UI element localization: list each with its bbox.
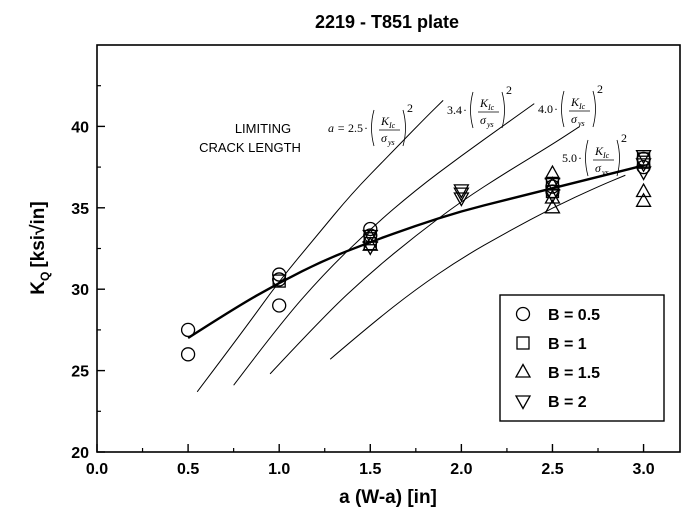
legend: B = 0.5 B = 1 B = 1.5 B = 2 [499, 294, 665, 422]
x-tick-label: 2.5 [541, 461, 563, 478]
equation-numerator: K [570, 95, 580, 109]
point-circle [180, 322, 196, 338]
equation-dot: · [554, 102, 558, 116]
equation-paren-right [592, 90, 596, 128]
point-triangle-down [453, 192, 470, 207]
y-tick-label: 25 [71, 364, 89, 381]
equation-dot: · [364, 121, 368, 135]
x-axis: 0.0 0.5 1.0 1.5 2.0 2.5 3.0 [86, 444, 655, 478]
legend-label: B = 1.5 [548, 365, 600, 382]
equation-paren-right [501, 91, 505, 129]
point-triangle-down [544, 189, 561, 204]
equation-3.4: 3.4 · K Icσ ys 2 [447, 83, 512, 129]
y-tick-label: 40 [71, 119, 89, 136]
x-axis-label: a (W-a) [in] [339, 487, 437, 508]
point-circle [363, 221, 378, 237]
y-tick-label: 35 [71, 201, 89, 218]
equation-dot: · [463, 103, 467, 117]
equation-numerator-sub: Ic [487, 103, 495, 112]
point-triangle-down [635, 166, 652, 181]
equation-denominator-sub: ys [577, 119, 585, 128]
y-axis-label-sub: Q [38, 272, 52, 281]
equation-paren-left [470, 91, 474, 129]
point-triangle-down [453, 184, 470, 199]
y-axis-label-unit: [ksi√in] [28, 201, 49, 267]
point-triangle-down [453, 187, 470, 202]
equation-denominator-sub: ys [387, 138, 395, 147]
x-tick-label: 0.0 [86, 461, 108, 478]
equation-exponent: 2 [506, 83, 512, 97]
limit-curve-5.0 [329, 174, 626, 360]
y-axis-label: KQ [ksi√in] [28, 201, 52, 294]
equation-coefficient: 3.4 [447, 103, 462, 117]
annotation-limiting: LIMITING [235, 121, 291, 136]
equation-exponent: 2 [407, 101, 413, 115]
equation-2.5: a = 2.5 · K Icσ ys 2 [328, 101, 413, 147]
equation-paren-left [561, 90, 565, 128]
legend-label: B = 1 [548, 336, 587, 353]
equation-paren-left [585, 139, 589, 177]
legend-symbol-triangle-down [514, 395, 532, 410]
legend-symbol-square [516, 336, 530, 350]
equation-numerator-sub: Ic [578, 102, 586, 111]
x-tick-label: 1.0 [268, 461, 290, 478]
equation-coefficient: 4.0 [538, 102, 553, 116]
equation-exponent: 2 [621, 131, 627, 145]
equation-dot: · [578, 151, 582, 165]
point-triangle-up [635, 192, 652, 207]
y-tick-label: 20 [71, 445, 89, 462]
svg-text:KQ[ksi√in]: KQ [ksi√in] [28, 201, 52, 294]
point-triangle-down [635, 158, 652, 173]
data-markers [180, 150, 652, 362]
chart-title: 2219 - T851 plate [315, 12, 459, 32]
legend-symbol-circle [515, 306, 531, 322]
point-triangle-up [362, 236, 379, 251]
equation-denominator-sub: ys [601, 168, 609, 177]
point-square [636, 155, 651, 169]
equation-numerator: K [380, 114, 390, 128]
equation-lhs: a = [328, 121, 345, 135]
point-triangle-down [362, 229, 379, 245]
x-tick-label: 3.0 [632, 461, 654, 478]
equation-denominator: σ [381, 131, 388, 145]
equation-denominator: σ [571, 112, 578, 126]
y-axis: 20 25 30 35 40 [71, 85, 105, 462]
point-triangle-down [635, 150, 652, 165]
equation-denominator-sub: ys [486, 120, 494, 129]
point-triangle-up [544, 198, 561, 214]
legend-label: B = 0.5 [548, 307, 600, 324]
limit-curve-3.4 [233, 103, 535, 386]
point-square [272, 274, 286, 288]
point-triangle-down [544, 177, 561, 193]
point-triangle-down [362, 241, 379, 256]
equation-numerator-sub: Ic [602, 151, 610, 160]
equation-4.0: 4.0 · K Icσ ys 2 [538, 82, 603, 128]
point-circle [272, 298, 287, 313]
x-tick-label: 1.5 [359, 461, 381, 478]
equation-denominator: σ [595, 161, 602, 175]
legend-symbol-triangle-up [514, 363, 532, 378]
y-axis-label-main: K [28, 281, 49, 295]
equation-coefficient: 5.0 [562, 151, 577, 165]
x-tick-label: 0.5 [177, 461, 199, 478]
y-tick-label: 30 [71, 282, 89, 299]
legend-label: B = 2 [548, 394, 587, 411]
point-triangle-up [635, 182, 652, 198]
equation-numerator: K [479, 96, 489, 110]
equation-denominator: σ [480, 113, 487, 127]
equation-paren-right [402, 109, 406, 147]
annotation-crack-length: CRACK LENGTH [199, 140, 301, 155]
equation-paren-right [616, 139, 620, 177]
equation-5.0: 5.0 · K Icσ ys 2 [562, 131, 627, 177]
equation-numerator: K [594, 144, 604, 158]
equation-exponent: 2 [597, 82, 603, 96]
equation-paren-left [371, 109, 375, 147]
limit-curve-2.5 [196, 99, 444, 393]
point-circle [180, 347, 196, 362]
x-tick-label: 2.0 [450, 461, 472, 478]
equation-numerator-sub: Ic [388, 121, 396, 130]
equation-coefficient: 2.5 [348, 121, 363, 135]
